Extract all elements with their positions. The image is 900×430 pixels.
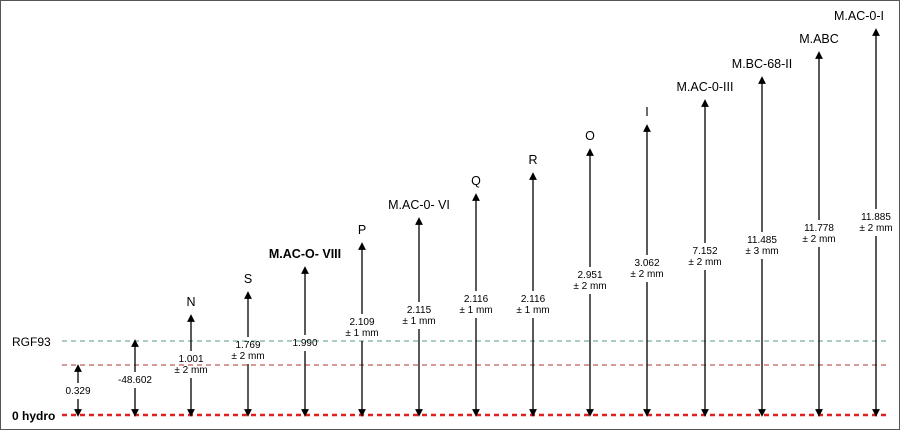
marker-name: M.AC-O- VIII [269, 247, 341, 261]
marker-value: 11.778 [804, 223, 834, 234]
marker-7: 2.116± 1 mm Q [459, 174, 493, 417]
marker-2: 1.001± 2 mm N [174, 295, 208, 417]
marker-11: 7.152± 2 mm M.AC-0-III [677, 80, 734, 417]
marker-name: M.ABC [799, 32, 839, 46]
marker-value: 1.769 [235, 340, 260, 351]
rgf93-label: RGF93 [12, 335, 51, 349]
marker-14: 11.885± 2 mm M.AC-0-I [834, 9, 893, 417]
marker-name: N [186, 295, 195, 309]
marker-name: M.AC-0-III [677, 80, 734, 94]
marker-value: 2.951 [577, 270, 602, 281]
marker-value: -48.602 [118, 375, 152, 386]
marker-3: 1.769± 2 mm S [231, 272, 265, 417]
marker-value: 1.990 [292, 338, 317, 349]
marker-value: 7.152 [692, 246, 717, 257]
marker-12: 11.485± 3 mm M.BC-68-II [732, 57, 792, 417]
marker-value: 0.329 [65, 386, 90, 397]
marker-value: 2.109 [349, 317, 374, 328]
marker-name: O [585, 129, 595, 143]
marker-tolerance: ± 3 mm [745, 246, 778, 257]
marker-tolerance: ± 1 mm [402, 316, 435, 327]
marker-value: 2.116 [464, 294, 489, 305]
marker-value: 3.062 [634, 258, 659, 269]
marker-name: S [244, 272, 252, 286]
marker-tolerance: ± 1 mm [459, 305, 492, 316]
marker-tolerance: ± 1 mm [516, 305, 549, 316]
marker-tolerance: ± 2 mm [174, 365, 207, 376]
marker-name: P [358, 223, 366, 237]
marker-tolerance: ± 2 mm [231, 351, 264, 362]
marker-value: 2.115 [407, 305, 432, 316]
marker-name: R [528, 153, 537, 167]
marker-9: 2.951± 2 mm O [573, 129, 607, 417]
marker-8: 2.116± 1 mm R [516, 153, 550, 417]
marker-tolerance: ± 2 mm [688, 257, 721, 268]
zero-hydro-label: 0 hydro [12, 409, 55, 423]
marker-tolerance: ± 2 mm [859, 223, 892, 234]
marker-6: 2.115± 1 mm M.AC-0- VI [388, 198, 450, 417]
marker-10: 3.062± 2 mm I [630, 105, 664, 417]
marker-5: 2.109± 1 mm P [345, 223, 379, 417]
marker-name: I [645, 105, 648, 119]
marker-13: 11.778± 2 mm M.ABC [799, 32, 839, 417]
marker-name: M.AC-0- VI [388, 198, 450, 212]
marker-name: Q [471, 174, 481, 188]
marker-value: 1.001 [178, 354, 203, 365]
marker-tolerance: ± 2 mm [573, 281, 606, 292]
marker-name: M.AC-0-I [834, 9, 884, 23]
marker-tolerance: ± 1 mm [345, 328, 378, 339]
marker-tolerance: ± 2 mm [802, 234, 835, 245]
marker-4: 1.990 M.AC-O- VIII [269, 247, 341, 417]
marker-value: 11.485 [747, 235, 777, 246]
marker-0: 0.329 [65, 364, 91, 417]
marker-tolerance: ± 2 mm [630, 269, 663, 280]
marker-name: M.BC-68-II [732, 57, 792, 71]
marker-1: -48.602 [118, 339, 152, 417]
marker-value: 11.885 [861, 212, 891, 223]
marker-value: 2.116 [521, 294, 546, 305]
